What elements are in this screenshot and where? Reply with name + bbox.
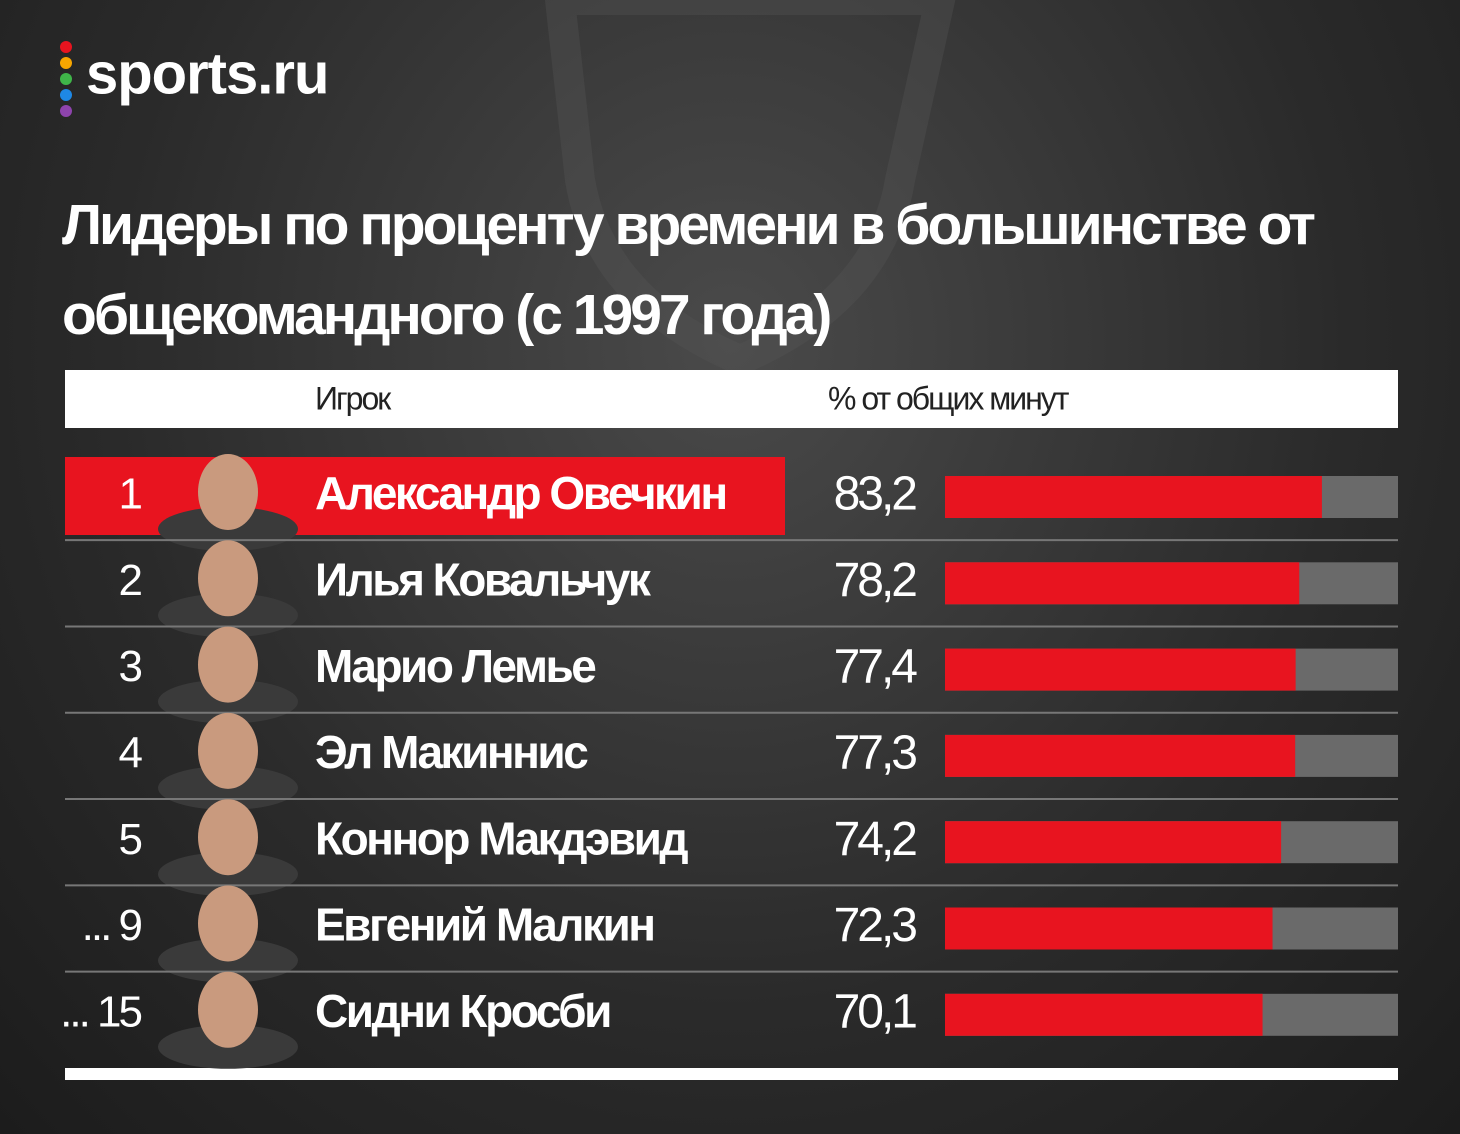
player-photo <box>198 799 258 876</box>
player-photo <box>198 454 258 530</box>
bar <box>945 476 1322 518</box>
player-photo <box>198 712 258 789</box>
rank: ... 9 <box>82 901 142 950</box>
rank: 4 <box>119 729 143 778</box>
player-name: Марио Лемье <box>315 640 596 692</box>
value-label: 78,2 <box>834 554 917 607</box>
logo: sports.ru <box>86 41 328 106</box>
bar <box>945 734 1296 777</box>
player-name: Сидни Кросби <box>315 985 610 1037</box>
header-value: % от общих минут <box>828 380 1070 416</box>
value-label: 83,2 <box>834 468 917 521</box>
rank: ... 15 <box>60 987 141 1036</box>
value-label: 70,1 <box>834 985 917 1038</box>
value-label: 77,4 <box>834 640 918 693</box>
player-name: Коннор Макдэвид <box>315 812 688 864</box>
nhl-watermark <box>544 0 956 377</box>
footer-line <box>65 1068 1398 1080</box>
rank: 1 <box>119 470 142 519</box>
value-label: 74,2 <box>834 813 917 866</box>
bar <box>945 648 1296 691</box>
bar <box>945 907 1273 950</box>
player-name: Илья Ковальчук <box>315 553 652 605</box>
player-name: Эл Макиннис <box>315 726 588 778</box>
logo-dots <box>60 41 72 117</box>
player-name: Александр Овечкин <box>315 467 726 519</box>
bar <box>945 821 1282 864</box>
value-label: 72,3 <box>834 899 917 952</box>
player-photo <box>198 885 258 962</box>
header-player: Игрок <box>315 380 392 416</box>
rank: 5 <box>119 815 142 864</box>
rank: 2 <box>119 556 142 605</box>
bar <box>945 562 1300 605</box>
bar <box>945 993 1263 1036</box>
player-photo <box>198 626 258 703</box>
player-photo <box>198 971 258 1048</box>
header-bar <box>65 370 1398 428</box>
rank: 3 <box>119 642 142 691</box>
chart-title: Лидеры по проценту времени в большинстве… <box>62 193 1316 347</box>
value-label: 77,3 <box>834 727 917 780</box>
player-photo <box>198 540 258 617</box>
player-name: Евгений Малкин <box>315 899 654 951</box>
